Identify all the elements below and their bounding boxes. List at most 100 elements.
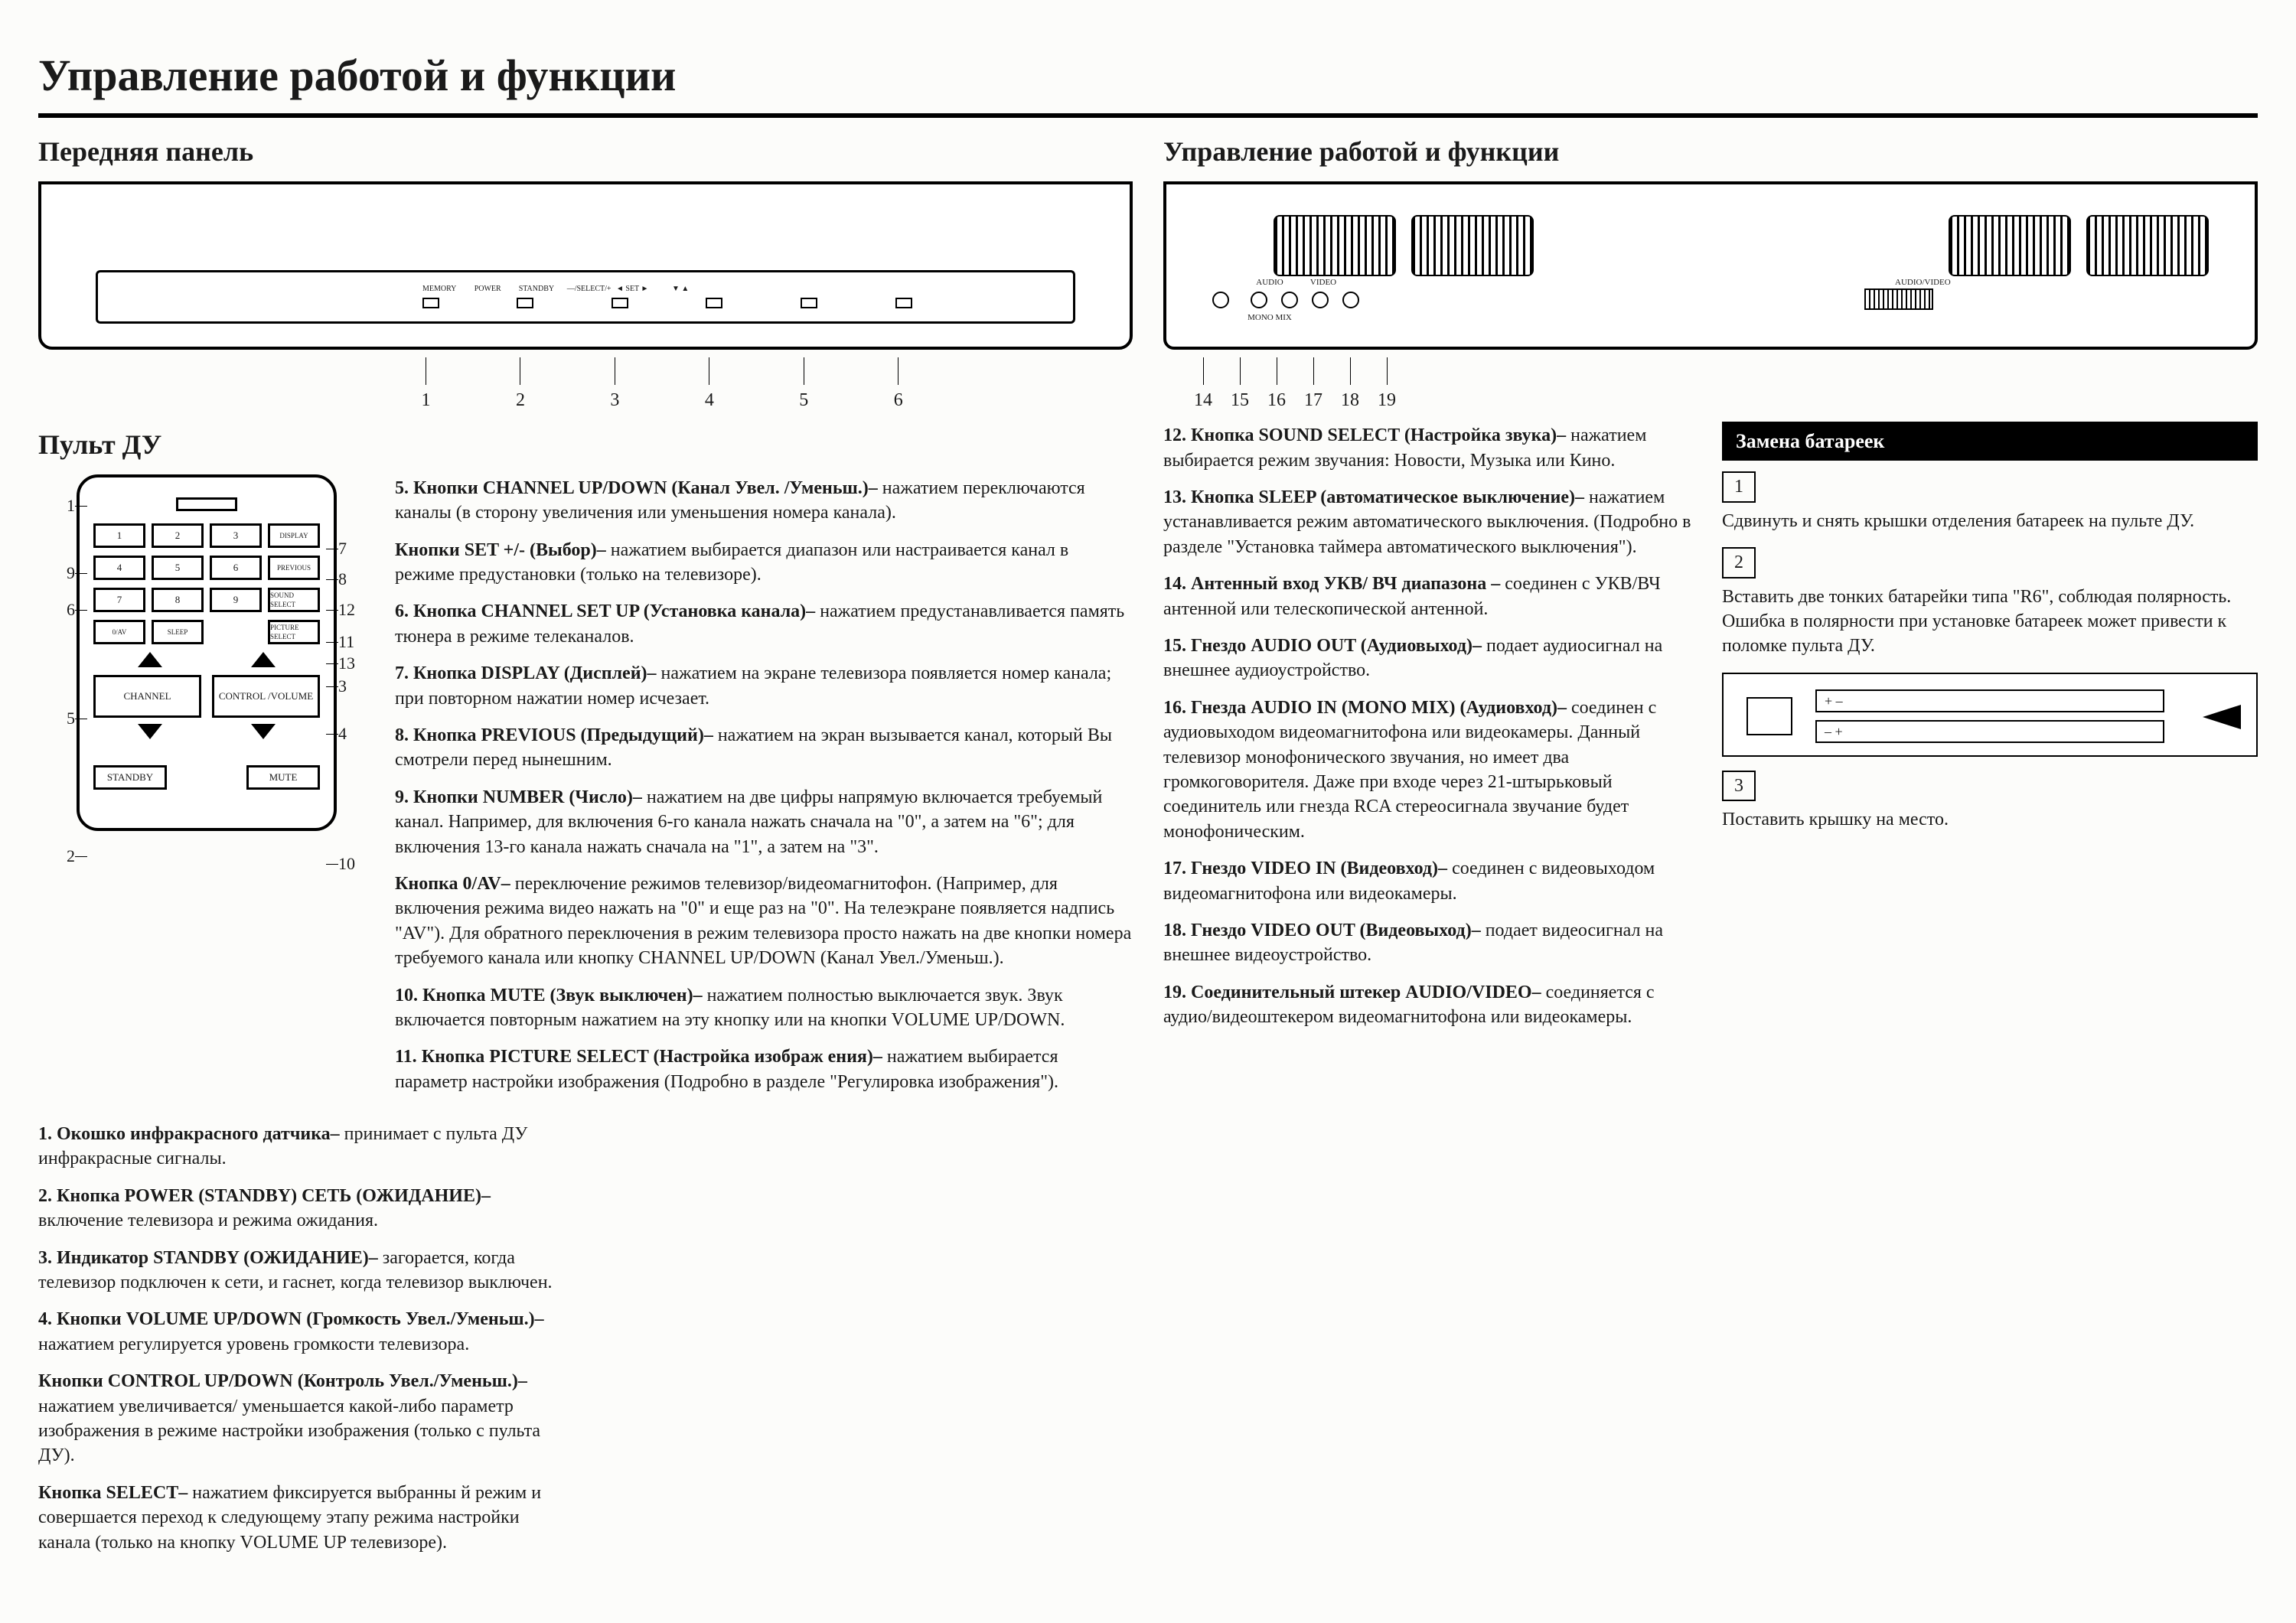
description-item: 4. Кнопки VOLUME UP/DOWN (Громкость Увел… xyxy=(38,1307,574,1357)
front-panel-button xyxy=(895,298,912,308)
step-text: Вставить две тонких батарейки типа "R6",… xyxy=(1722,585,2258,659)
callout-number: 16 xyxy=(1267,357,1286,412)
description-item: 11. Кнопка PICTURE SELECT (Настройка изо… xyxy=(395,1045,1133,1094)
item-number: 19. xyxy=(1163,983,1191,1002)
callout-number: 10 xyxy=(338,852,369,875)
item-number: 4. xyxy=(38,1309,57,1329)
audio-in-jack-icon xyxy=(1281,292,1298,308)
callout-number: 6 xyxy=(44,598,75,621)
front-panel-label: ◄ SET ► xyxy=(615,284,650,295)
description-item: Кнопки CONTROL UP/DOWN (Контроль Увел./У… xyxy=(38,1369,574,1468)
remote-button: 8 xyxy=(152,588,204,612)
item-title: Соединительный штекер AUDIO/VIDEO– xyxy=(1191,983,1546,1002)
remote-title: Пульт ДУ xyxy=(38,426,1133,464)
item-number: 5. xyxy=(395,478,413,498)
remote-rocker: CONTROL /VOLUME xyxy=(212,675,320,718)
description-item: 13. Кнопка SLEEP (автоматическое выключе… xyxy=(1163,485,1699,559)
remote-button: STANDBY xyxy=(93,765,167,790)
front-panel-button xyxy=(801,298,817,308)
front-panel-label: POWER xyxy=(471,284,505,295)
callout-number: 15 xyxy=(1231,357,1249,412)
item-title: Кнопка SELECT– xyxy=(38,1483,192,1503)
item-title: Окошко инфракрасного датчика– xyxy=(57,1124,344,1144)
callout-number: 12 xyxy=(338,598,369,621)
description-item: 12. Кнопка SOUND SELECT (Настройка звука… xyxy=(1163,423,1699,473)
description-item: 10. Кнопка MUTE (Звук выключен)– нажатие… xyxy=(395,983,1133,1033)
step-number-box: 3 xyxy=(1722,771,1756,801)
item-title: Гнездо AUDIO OUT (Аудиовыход)– xyxy=(1191,636,1486,656)
description-item: 16. Гнезда AUDIO IN (MONO MIX) (Аудиовхо… xyxy=(1163,696,1699,844)
front-panel-label: —/SELECT/+ xyxy=(567,284,602,295)
callout-number: 19 xyxy=(1378,357,1396,412)
item-number: 15. xyxy=(1163,636,1191,656)
item-number: 2. xyxy=(38,1186,57,1206)
callout-number: 4 xyxy=(705,357,714,412)
remote-button: SLEEP xyxy=(152,620,204,644)
step-number-box: 1 xyxy=(1722,471,1756,502)
ir-window-icon xyxy=(176,497,237,511)
remote-button: MUTE xyxy=(246,765,320,790)
audio-out-jack-icon xyxy=(1251,292,1267,308)
description-item: 6. Кнопка CHANNEL SET UP (Установка кана… xyxy=(395,599,1133,649)
callout-number: 4 xyxy=(338,722,369,745)
item-title: Гнездо VIDEO OUT (Видеовыход)– xyxy=(1191,921,1486,940)
remote-button: 9 xyxy=(210,588,262,612)
description-item: 2. Кнопка POWER (STANDBY) СЕТЬ (ОЖИДАНИЕ… xyxy=(38,1184,574,1234)
item-number: 12. xyxy=(1163,425,1191,445)
remote-button: SOUND SELECT xyxy=(268,588,320,612)
description-item: Кнопки SET +/- (Выбор)– нажатием выбирае… xyxy=(395,538,1133,588)
item-title: Индикатор STANDBY (ОЖИДАНИЕ)– xyxy=(57,1248,383,1268)
item-number: 17. xyxy=(1163,859,1191,878)
remote-button: PREVIOUS xyxy=(268,556,320,580)
front-panel-title: Передняя панель xyxy=(38,133,1133,171)
description-item: 5. Кнопки CHANNEL UP/DOWN (Канал Увел. /… xyxy=(395,476,1133,526)
remote-button: 5 xyxy=(152,556,204,580)
front-panel-label: ▼ ▲ xyxy=(664,284,698,295)
callout-number: 9 xyxy=(44,562,75,585)
front-panel-button xyxy=(612,298,628,308)
step-number-box: 2 xyxy=(1722,547,1756,578)
battery-cell-icon: – + xyxy=(1815,720,2164,743)
callout-number: 3 xyxy=(338,675,369,698)
item-number: 3. xyxy=(38,1248,57,1268)
rear-label: VIDEO xyxy=(1296,277,1350,288)
rear-callout-numbers: 141516171819 xyxy=(1163,357,2258,412)
right-section-title: Управление работой и функции xyxy=(1163,133,2258,171)
item-description: включение телевизора и режима ожидания. xyxy=(38,1211,378,1230)
item-title: Кнопки NUMBER (Число)– xyxy=(413,787,647,807)
step-text: Сдвинуть и снять крышки отделения батаре… xyxy=(1722,509,2258,533)
item-description: нажатием увеличивается/ уменьшается како… xyxy=(38,1396,540,1466)
description-item: 8. Кнопка PREVIOUS (Предыдущий)– нажатие… xyxy=(395,723,1133,773)
front-panel-button xyxy=(422,298,439,308)
front-callout-numbers: 123456 xyxy=(38,357,1133,412)
item-title: Кнопка SLEEP (автоматическое выключение)… xyxy=(1191,487,1589,507)
callout-number: 3 xyxy=(610,357,619,412)
item-number: 7. xyxy=(395,663,413,683)
left-half: Передняя панель MEMORYPOWERSTANDBY—/SELE… xyxy=(38,133,1133,1567)
triangle-up-icon xyxy=(138,652,162,667)
battery-column: Замена батареек 1Сдвинуть и снять крышки… xyxy=(1722,422,2258,1041)
callout-number: 5 xyxy=(799,357,808,412)
rear-label: MONO MIX xyxy=(1243,312,1296,324)
desc-column-b: 5. Кнопки CHANNEL UP/DOWN (Канал Увел. /… xyxy=(395,474,1133,1106)
remote-button: 4 xyxy=(93,556,145,580)
item-title: Кнопка POWER (STANDBY) СЕТЬ (ОЖИДАНИЕ)– xyxy=(57,1186,491,1206)
callout-number: 2 xyxy=(516,357,525,412)
title-rule xyxy=(38,113,2258,118)
item-number: 8. xyxy=(395,725,413,745)
page-columns: Передняя панель MEMORYPOWERSTANDBY—/SELE… xyxy=(38,133,2258,1567)
callout-number: 17 xyxy=(1304,357,1322,412)
rear-panel-diagram: AUDIO VIDEO MONO MIX AUDIO/VIDEO xyxy=(1163,181,2258,350)
rear-label: AUDIO/VIDEO xyxy=(1895,277,1949,288)
item-description: нажатием регулируется уровень громкости … xyxy=(38,1335,469,1354)
description-item: 19. Соединительный штекер AUDIO/VIDEO– с… xyxy=(1163,980,1699,1030)
item-title: Кнопки SET +/- (Выбор)– xyxy=(395,540,611,560)
item-title: Кнопка DISPLAY (Дисплей)– xyxy=(413,663,661,683)
item-title: Кнопка SOUND SELECT (Настройка звука)– xyxy=(1191,425,1570,445)
remote-rocker: CHANNEL xyxy=(93,675,201,718)
callout-number: 14 xyxy=(1194,357,1212,412)
item-title: Гнездо VIDEO IN (Видеовход)– xyxy=(1191,859,1452,878)
battery-diagram: + –– + xyxy=(1722,673,2258,757)
item-number: 18. xyxy=(1163,921,1191,940)
description-item: 3. Индикатор STANDBY (ОЖИДАНИЕ)– загорае… xyxy=(38,1246,574,1295)
